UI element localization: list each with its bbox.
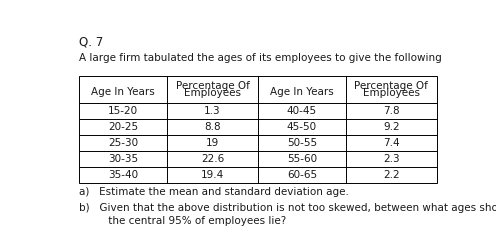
Text: 60-65: 60-65 [287,170,317,180]
Text: 1.3: 1.3 [204,106,221,116]
Text: Employees: Employees [184,88,241,98]
Text: 9.2: 9.2 [383,122,399,132]
Text: Age In Years: Age In Years [91,87,155,97]
Text: 40-45: 40-45 [287,106,317,116]
Text: 22.6: 22.6 [201,154,224,164]
Text: 35-40: 35-40 [108,170,138,180]
Text: 8.8: 8.8 [204,122,221,132]
Text: 19: 19 [206,138,219,148]
Text: a)   Estimate the mean and standard deviation age.: a) Estimate the mean and standard deviat… [79,187,349,197]
Text: 19.4: 19.4 [201,170,224,180]
Text: b)   Given that the above distribution is not too skewed, between what ages shou: b) Given that the above distribution is … [79,203,496,213]
Text: 2.3: 2.3 [383,154,399,164]
Text: 45-50: 45-50 [287,122,317,132]
Text: 7.4: 7.4 [383,138,399,148]
Text: Q. 7: Q. 7 [79,35,104,49]
Text: 15-20: 15-20 [108,106,138,116]
Text: 50-55: 50-55 [287,138,317,148]
Text: 55-60: 55-60 [287,154,317,164]
Text: Percentage Of: Percentage Of [176,81,249,91]
Text: A large firm tabulated the ages of its employees to give the following: A large firm tabulated the ages of its e… [79,53,442,63]
Text: 25-30: 25-30 [108,138,138,148]
Text: 2.2: 2.2 [383,170,399,180]
Text: Employees: Employees [363,88,420,98]
Text: 30-35: 30-35 [108,154,138,164]
Text: Percentage Of: Percentage Of [354,81,428,91]
Text: Age In Years: Age In Years [270,87,334,97]
Text: 20-25: 20-25 [108,122,138,132]
Text: 7.8: 7.8 [383,106,399,116]
Text: the central 95% of employees lie?: the central 95% of employees lie? [79,216,287,226]
